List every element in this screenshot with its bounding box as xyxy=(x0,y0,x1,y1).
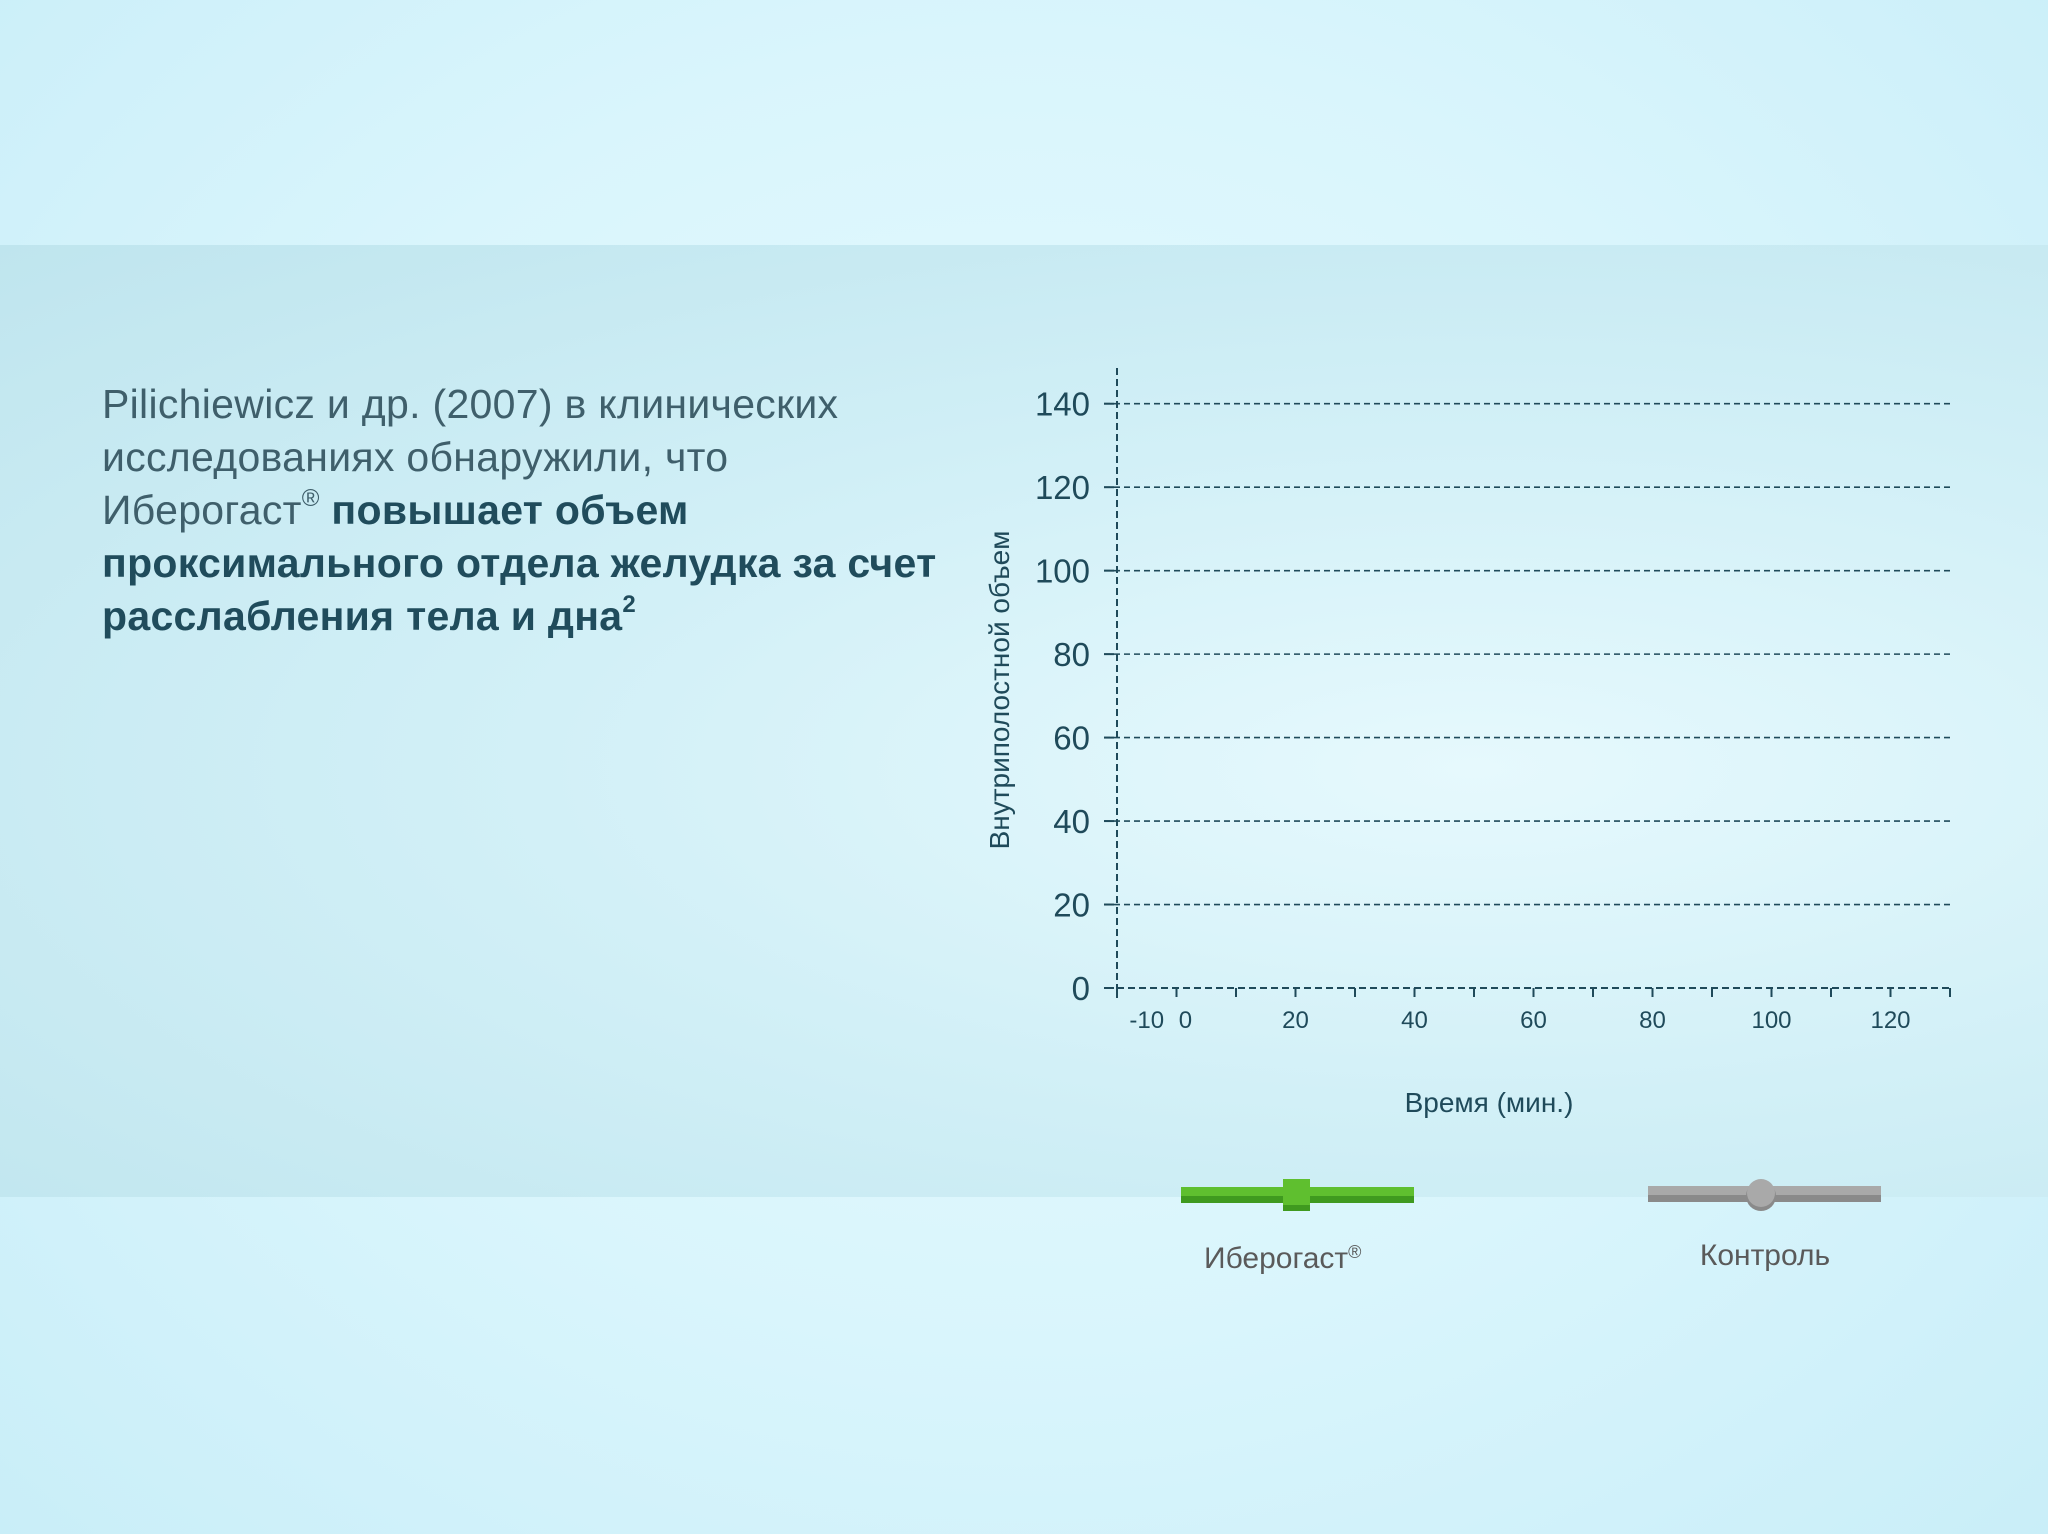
y-tick-label: 20 xyxy=(1053,887,1090,924)
intro-light-text: Pilichiewicz и др. (2007) в клинических … xyxy=(102,381,839,533)
legend: Иберогаст® Контроль xyxy=(1181,1179,1881,1275)
y-tick-label: 100 xyxy=(1035,553,1090,590)
legend-marker-shadow xyxy=(1283,1205,1310,1211)
x-tick-label: 120 xyxy=(1870,1007,1910,1034)
y-tick-label: 140 xyxy=(1035,386,1090,423)
intro-bold-text: повышает объем проксимального отдела жел… xyxy=(102,487,937,639)
intro-text: Pilichiewicz и др. (2007) в клинических … xyxy=(102,378,942,643)
legend-item-control: Контроль xyxy=(1648,1179,1881,1272)
footnote-marker: 2 xyxy=(622,591,637,618)
x-tick-label: 100 xyxy=(1751,1007,1791,1034)
y-axis-title: Внутриполостной объем xyxy=(984,531,1015,850)
x-tick-label: 0 xyxy=(1179,1007,1192,1034)
y-tick-label: 0 xyxy=(1072,970,1090,1007)
legend-item-iberogast: Иберогаст® xyxy=(1181,1179,1414,1275)
legend-label-iberogast: Иберогаст® xyxy=(1204,1242,1361,1275)
x-tick-label: 40 xyxy=(1401,1007,1428,1034)
y-tick-label: 80 xyxy=(1053,636,1090,673)
x-axis-title: Время (мин.) xyxy=(1405,1087,1574,1118)
x-tick-label: 20 xyxy=(1282,1007,1309,1034)
x-tick-label: 80 xyxy=(1639,1007,1666,1034)
registered-mark: ® xyxy=(301,485,320,512)
axis-layer: 0 20 40 60 80 100 120 140 -10 0 20 40 60 80 100 120 Врем… xyxy=(984,368,1951,1118)
x-tick-label: 60 xyxy=(1520,1007,1547,1034)
legend-registered-mark: ® xyxy=(1348,1242,1361,1262)
grid-layer xyxy=(1104,402,1950,906)
legend-label-control: Контроль xyxy=(1700,1239,1830,1272)
legend-circle-marker xyxy=(1747,1179,1775,1207)
y-tick-label: 60 xyxy=(1053,720,1090,757)
y-tick-label: 40 xyxy=(1053,803,1090,840)
x-tick-label: -10 xyxy=(1129,1007,1164,1034)
y-tick-label: 120 xyxy=(1035,469,1090,506)
